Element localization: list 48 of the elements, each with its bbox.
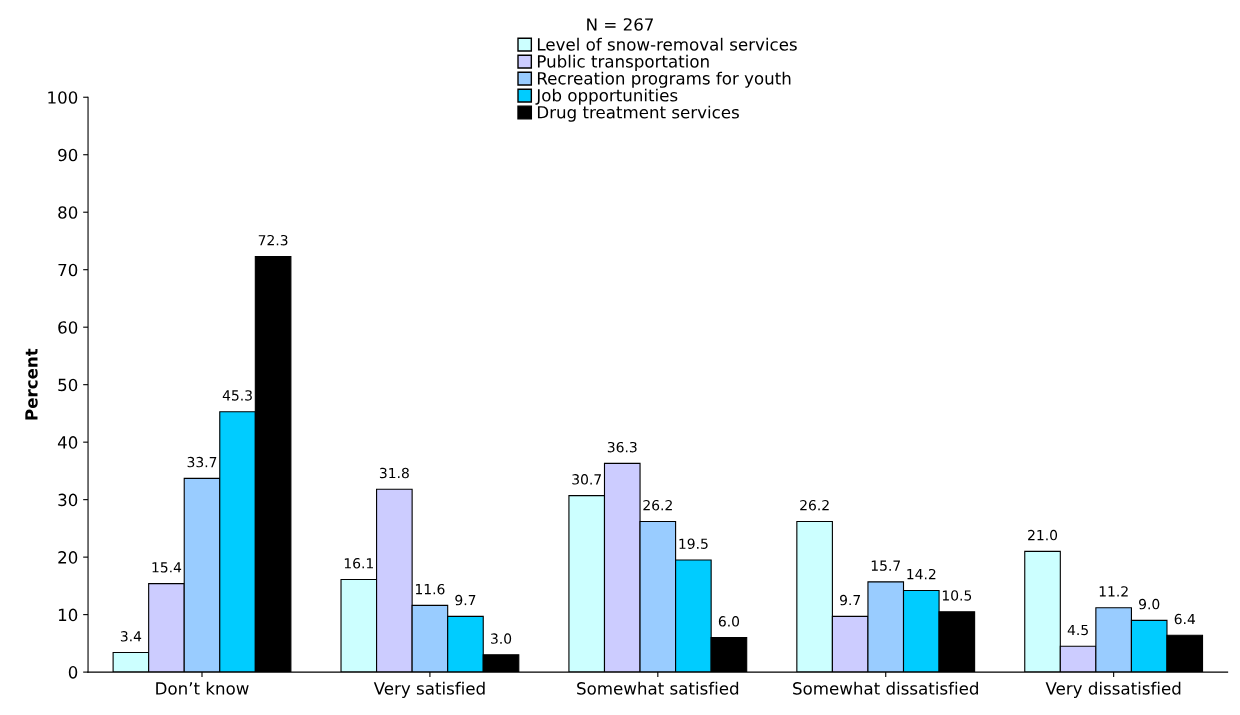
chart-title: N = 267: [587, 18, 653, 31]
y-tick-label: 20: [58, 551, 78, 564]
text: 11.2: [1099, 586, 1128, 597]
text: 10.5: [942, 590, 972, 601]
x-tick-label: Don’t know: [156, 681, 249, 695]
text: 16.1: [344, 558, 373, 569]
text: 15.4: [152, 562, 182, 573]
y-tick-label: 90: [58, 148, 78, 162]
text: 14.2: [907, 568, 936, 580]
text: 45.3: [222, 390, 252, 401]
text: 11.6: [415, 583, 445, 595]
legend-label: Recreation programs for youth: [537, 71, 791, 88]
text: 3.0: [491, 633, 512, 644]
y-tick-label: 50: [58, 378, 78, 392]
x-tick-label: Very dissatisfied: [1045, 681, 1181, 698]
legend-label: Level of snow-removal services: [537, 37, 797, 51]
text: 9.7: [455, 594, 476, 606]
y-tick-label: 10: [58, 608, 78, 622]
text: 21.0: [1028, 529, 1058, 541]
text: 15.7: [871, 560, 901, 571]
y-tick-label: 30: [58, 493, 78, 507]
x-tick-label: Somewhat dissatisfied: [793, 681, 978, 695]
text: 4.5: [1067, 624, 1088, 636]
legend-label: Drug treatment services: [537, 105, 739, 122]
y-axis-title: Percent: [25, 348, 38, 420]
legend-label: Job opportunities: [535, 88, 678, 105]
legend-label: Public transportation: [537, 54, 709, 71]
y-tick-label: 70: [58, 263, 78, 277]
text: 26.2: [800, 499, 829, 511]
text: 30.7: [572, 474, 601, 485]
text: 72.3: [258, 234, 288, 246]
y-tick-label: 0: [68, 666, 78, 679]
text: 6.0: [718, 616, 740, 627]
text: 9.7: [840, 594, 861, 606]
y-tick-label: 40: [57, 436, 78, 449]
text: 31.8: [379, 467, 409, 479]
text: 3.4: [120, 631, 142, 642]
y-tick-label: 100: [48, 91, 78, 104]
text: 26.2: [643, 499, 672, 511]
text: 6.4: [1174, 613, 1196, 625]
x-tick-label: Somewhat satisfied: [577, 681, 739, 695]
text: 9.0: [1139, 598, 1160, 610]
x-tick-label: Very satisfied: [373, 681, 485, 698]
text: 33.7: [187, 456, 217, 468]
text: 36.3: [607, 441, 637, 453]
text: 19.5: [679, 538, 708, 549]
y-tick-label: 80: [58, 206, 78, 219]
y-tick-label: 60: [58, 321, 78, 334]
